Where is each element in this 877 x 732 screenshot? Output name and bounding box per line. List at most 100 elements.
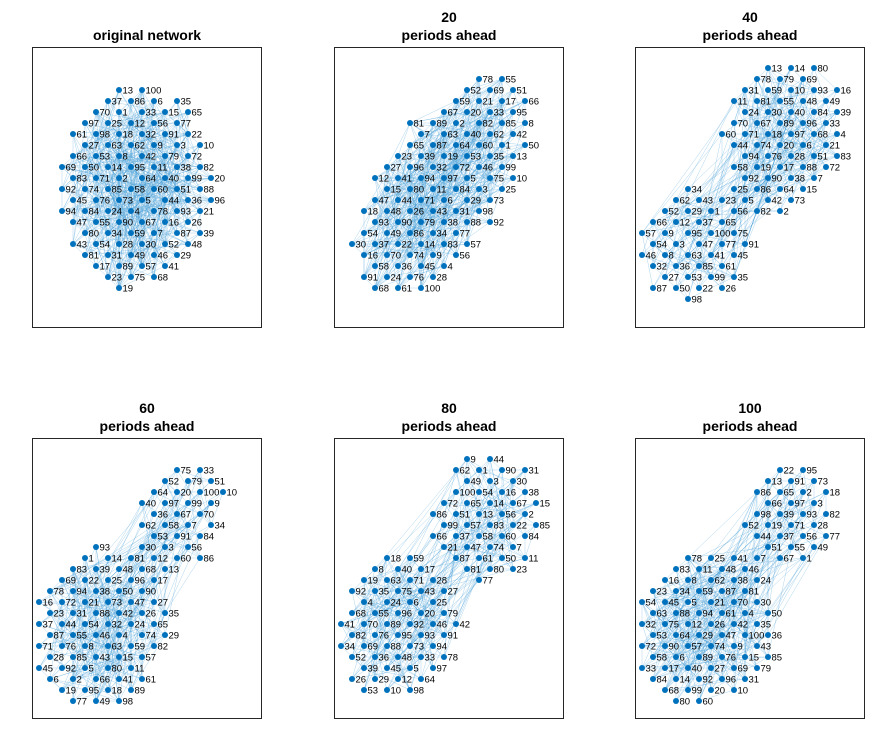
network-node	[754, 489, 760, 495]
network-edge	[698, 590, 746, 702]
network-edge	[698, 579, 735, 702]
network-edge	[675, 579, 689, 636]
network-node	[476, 489, 482, 495]
network-edge	[84, 166, 109, 212]
node-label: 56	[506, 510, 517, 521]
network-edge	[756, 144, 769, 201]
network-edge	[687, 144, 735, 256]
network-edge	[733, 188, 746, 245]
network-edge	[687, 557, 723, 636]
node-label: 4	[135, 207, 140, 218]
network-node	[777, 76, 783, 82]
network-edge	[710, 634, 723, 691]
network-edge	[118, 177, 166, 289]
network-edge	[664, 612, 769, 669]
network-edge	[420, 166, 457, 267]
network-edge	[779, 100, 827, 168]
network-edge	[374, 111, 445, 245]
node-label: 48	[402, 653, 413, 664]
network-edge	[756, 78, 804, 190]
network-edge	[420, 89, 514, 157]
network-edge	[698, 166, 827, 267]
network-node	[464, 109, 470, 115]
network-node	[185, 175, 191, 181]
network-edge	[466, 458, 526, 493]
node-label: 52	[471, 86, 482, 97]
network-edge	[61, 656, 143, 669]
network-edge	[84, 166, 166, 201]
network-edge	[118, 89, 143, 135]
node-label: 95	[692, 229, 703, 240]
network-node	[673, 241, 679, 247]
network-edge	[72, 645, 109, 680]
network-node	[70, 632, 76, 638]
node-label: 67	[761, 119, 772, 130]
node-label: 80	[112, 664, 123, 675]
network-edge	[489, 100, 503, 201]
network-node	[93, 544, 99, 550]
network-node	[349, 654, 355, 660]
network-edge	[38, 502, 212, 647]
node-label: 77	[483, 576, 494, 587]
network-node	[510, 522, 516, 528]
network-node	[418, 175, 424, 181]
network-node	[464, 544, 470, 550]
network-node	[650, 263, 656, 269]
network-node	[673, 197, 679, 203]
network-edge	[767, 535, 827, 636]
node-label: 20	[181, 488, 192, 499]
node-label: 100	[715, 229, 731, 240]
network-edge	[397, 155, 445, 179]
network-edge	[420, 221, 445, 267]
network-edge	[61, 656, 120, 691]
node-label: 28	[795, 152, 806, 163]
network-edge	[675, 601, 712, 636]
network-node	[696, 285, 702, 291]
node-label: 5	[749, 196, 754, 207]
network-edge	[107, 100, 166, 113]
node-label: 36	[192, 196, 203, 207]
network-node	[162, 109, 168, 115]
network-edge	[675, 491, 804, 592]
network-edge	[641, 579, 712, 625]
network-edge	[107, 111, 143, 168]
network-edge	[130, 524, 189, 559]
network-edge	[733, 100, 769, 179]
network-node	[185, 544, 191, 550]
network-edge	[130, 513, 201, 559]
network-edge	[802, 78, 815, 179]
network-edge	[687, 535, 804, 669]
network-edge	[374, 199, 411, 256]
network-edge	[466, 144, 526, 179]
network-edge	[118, 122, 155, 157]
node-label: 87	[437, 141, 448, 152]
node-label: 24	[135, 620, 146, 631]
network-edge	[130, 166, 143, 267]
network-edge	[61, 188, 155, 212]
network-edge	[397, 210, 480, 223]
network-node	[823, 164, 829, 170]
network-edge	[779, 133, 792, 168]
network-node	[719, 263, 725, 269]
network-edge	[397, 623, 434, 658]
axes-frame	[334, 47, 564, 328]
node-label: 41	[123, 675, 134, 686]
network-node	[220, 489, 226, 495]
network-edge	[95, 568, 132, 647]
network-edge	[72, 177, 132, 190]
node-label: 98	[483, 207, 494, 218]
node-label: 75	[494, 174, 505, 185]
network-node	[650, 610, 656, 616]
network-edge	[72, 645, 155, 680]
node-label: 59	[460, 97, 471, 108]
network-node	[36, 665, 42, 671]
network-edge	[744, 89, 781, 102]
network-edge	[38, 491, 155, 669]
node-label: 92	[66, 664, 77, 675]
network-edge	[641, 221, 700, 234]
network-edge	[141, 166, 178, 267]
network-node	[430, 230, 436, 236]
network-node	[464, 87, 470, 93]
network-node	[487, 544, 493, 550]
network-edge	[687, 568, 723, 691]
